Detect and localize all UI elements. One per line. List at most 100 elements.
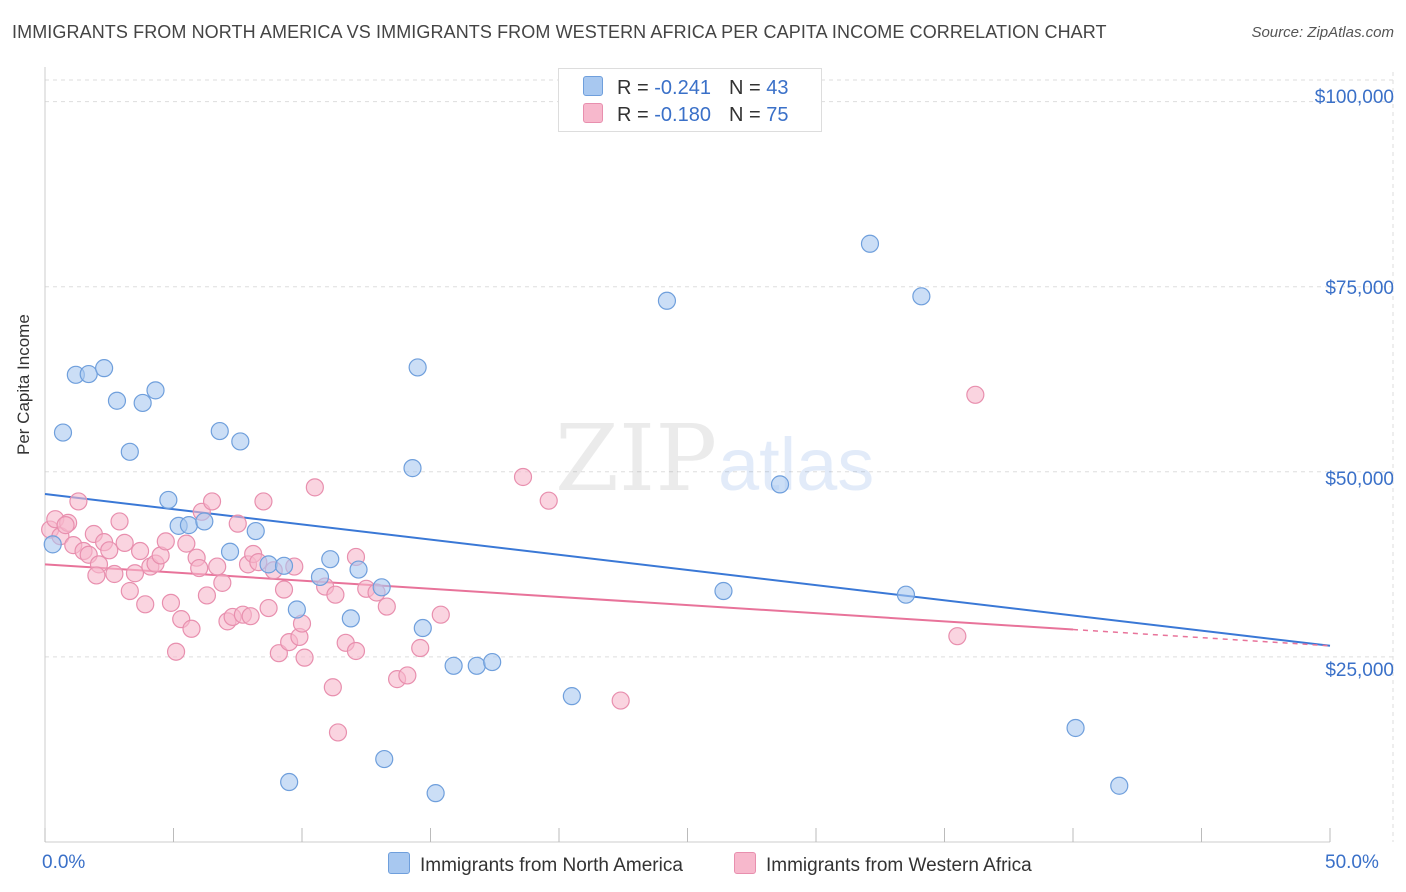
point-north-america [483, 652, 502, 672]
point-north-america [1066, 718, 1085, 738]
point-western-africa [202, 492, 222, 511]
watermark-zip: ZIP [555, 405, 717, 512]
point-western-africa [274, 580, 294, 599]
point-north-america [349, 560, 368, 579]
point-western-africa [190, 558, 209, 578]
y-tick-25000: $25,000 [1325, 660, 1394, 681]
data-points [41, 234, 1129, 803]
point-western-africa [177, 534, 196, 553]
legend-n-value: 43 [766, 77, 789, 99]
point-north-america [287, 600, 306, 619]
point-western-africa [305, 478, 324, 497]
legend-r-label: R = [617, 104, 655, 126]
bottom-legend-label: Immigrants from Western Africa [766, 855, 1032, 876]
axes [44, 67, 1331, 843]
bottom-legend-swatch-blue [388, 852, 410, 874]
trend-line-extension [1072, 628, 1331, 647]
point-north-america [467, 656, 486, 675]
watermark: ZIP atlas [555, 405, 874, 512]
point-western-africa [328, 723, 348, 742]
point-north-america [53, 423, 73, 442]
point-north-america [860, 234, 880, 253]
point-north-america [372, 578, 391, 597]
point-north-america [179, 516, 199, 535]
point-north-america [246, 521, 265, 541]
stats-legend: R = -0.241 N = 43 R = -0.180 N = 75 [558, 68, 822, 132]
point-western-africa [120, 581, 139, 601]
point-western-africa [166, 642, 186, 661]
point-north-america [770, 475, 790, 494]
point-western-africa [161, 593, 181, 612]
point-western-africa [326, 585, 345, 604]
point-western-africa [213, 573, 232, 592]
point-north-america [120, 442, 139, 461]
point-north-america [231, 432, 250, 451]
legend-swatch-blue [583, 76, 603, 96]
point-north-america [79, 364, 98, 384]
point-western-africa [228, 514, 247, 533]
point-western-africa [254, 492, 273, 511]
point-western-africa [948, 627, 967, 646]
legend-r-value: -0.241 [654, 77, 711, 99]
point-western-africa [105, 564, 124, 584]
chart-source: Source: ZipAtlas.com [1251, 24, 1394, 41]
legend-n-label: N = [728, 77, 767, 99]
point-north-america [95, 359, 114, 378]
point-western-africa [208, 557, 227, 576]
point-western-africa [431, 605, 450, 624]
legend-n-label: N = [728, 104, 767, 126]
point-north-america [321, 550, 340, 569]
point-north-america [562, 687, 581, 706]
point-north-america [408, 358, 427, 377]
point-western-africa [269, 644, 288, 663]
point-western-africa [259, 598, 278, 618]
point-western-africa [346, 641, 366, 661]
point-north-america [896, 585, 916, 604]
legend-row-western-africa: R = -0.180 N = 75 [583, 103, 788, 127]
y-axis-label: Per Capita Income [14, 314, 33, 455]
point-western-africa [295, 648, 314, 667]
point-north-america [274, 556, 294, 575]
point-western-africa [87, 566, 106, 585]
legend-r-label: R = [617, 77, 655, 99]
point-western-africa [197, 586, 217, 605]
point-western-africa [241, 607, 260, 626]
point-north-america [159, 490, 178, 510]
point-western-africa [156, 532, 175, 551]
point-north-america [146, 381, 165, 400]
point-western-africa [110, 512, 129, 531]
point-north-america [259, 555, 278, 574]
point-western-africa [100, 541, 119, 560]
watermark-atlas: atlas [718, 423, 874, 506]
trend-line-north-america [44, 493, 1331, 647]
y-tick-50000: $50,000 [1325, 469, 1394, 490]
point-western-africa [125, 564, 145, 583]
bottom-legend-north-america: Immigrants from North America [388, 852, 683, 877]
point-western-africa [136, 595, 155, 614]
point-north-america [210, 421, 229, 441]
bottom-legend-western-africa: Immigrants from Western Africa [734, 852, 1032, 877]
legend-swatch-pink [583, 103, 603, 123]
x-tick-min: 0.0% [42, 852, 86, 873]
point-north-america [426, 784, 445, 803]
point-western-africa [539, 491, 558, 510]
point-north-america [107, 391, 127, 410]
x-tick-max: 50.0% [1325, 852, 1379, 873]
point-north-america [195, 512, 214, 531]
point-western-africa [115, 533, 134, 552]
legend-n-value: 75 [766, 104, 789, 126]
point-north-america [133, 393, 152, 413]
point-western-africa [398, 666, 417, 685]
point-western-africa [323, 678, 342, 697]
grid-lines [45, 72, 1394, 842]
point-western-africa [966, 385, 985, 404]
point-north-america [310, 567, 330, 587]
bottom-legend-label: Immigrants from North America [420, 855, 683, 876]
point-western-africa [182, 619, 201, 638]
point-north-america [444, 656, 463, 675]
point-western-africa [611, 691, 630, 710]
legend-row-north-america: R = -0.241 N = 43 [583, 76, 788, 100]
point-north-america [43, 535, 62, 554]
point-north-america [912, 287, 931, 306]
